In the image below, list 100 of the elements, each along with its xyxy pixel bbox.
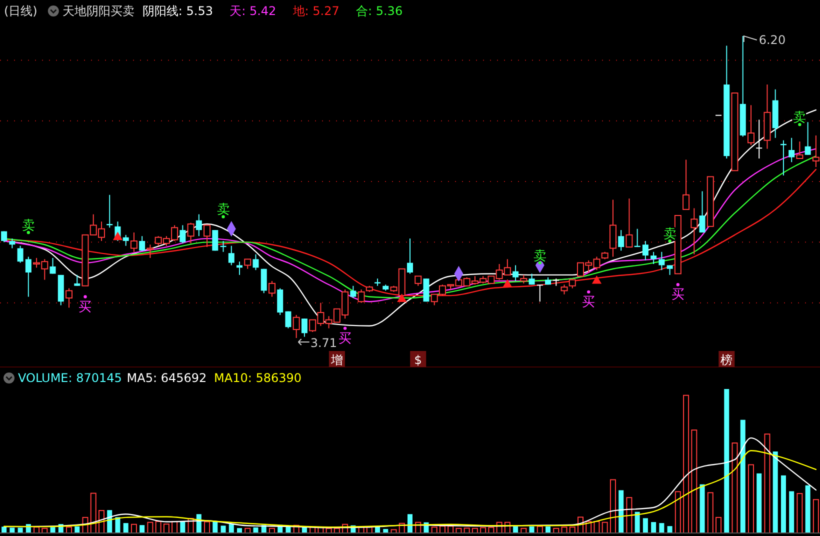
bar bbox=[408, 514, 412, 533]
chart-subtitle: 天地阴阳买卖 bbox=[62, 4, 134, 18]
bar bbox=[789, 491, 794, 533]
data-label: 买 bbox=[338, 331, 352, 346]
candlestick bbox=[292, 314, 300, 338]
bar bbox=[691, 430, 698, 534]
bar bbox=[724, 389, 730, 533]
bar bbox=[618, 490, 624, 533]
candlestick bbox=[788, 137, 795, 163]
candlestick bbox=[553, 278, 560, 286]
bar bbox=[805, 485, 810, 533]
bar bbox=[140, 525, 145, 533]
candlestick bbox=[285, 310, 292, 329]
bar bbox=[740, 420, 746, 533]
bar bbox=[642, 518, 648, 533]
candlestick bbox=[268, 280, 276, 298]
candlestick bbox=[9, 238, 16, 249]
bar bbox=[764, 434, 770, 534]
candlestick bbox=[244, 258, 252, 270]
data-label: 买 bbox=[671, 288, 684, 303]
candlestick bbox=[25, 256, 32, 298]
bar bbox=[707, 492, 714, 534]
data-label: 卖 bbox=[216, 202, 230, 218]
bar bbox=[123, 523, 128, 533]
text: 合: 5.36 bbox=[356, 4, 403, 18]
candlestick bbox=[690, 208, 698, 255]
text: 地: 5.27 bbox=[292, 4, 340, 18]
candlestick bbox=[666, 264, 673, 276]
candlestick bbox=[260, 268, 267, 294]
bar bbox=[772, 451, 778, 533]
candlestick bbox=[139, 236, 146, 252]
candlestick bbox=[277, 288, 284, 316]
bar bbox=[147, 522, 154, 534]
text: MA10: 586390 bbox=[214, 371, 302, 385]
bar bbox=[130, 524, 137, 534]
bar bbox=[812, 499, 819, 534]
bar bbox=[700, 484, 705, 533]
text: MA5: 645692 bbox=[126, 371, 207, 385]
bar bbox=[74, 526, 80, 533]
point bbox=[587, 290, 590, 294]
candlestick bbox=[407, 238, 413, 274]
annotation: 6.20 bbox=[758, 33, 786, 47]
bar bbox=[659, 523, 664, 533]
bar bbox=[115, 517, 120, 533]
candlestick bbox=[512, 264, 519, 282]
candlestick bbox=[252, 254, 259, 271]
text: 天: 5.42 bbox=[230, 4, 276, 18]
candlestick bbox=[560, 284, 568, 295]
candlestick bbox=[236, 261, 243, 276]
candlestick bbox=[50, 257, 56, 274]
candlestick bbox=[618, 230, 624, 252]
bar bbox=[667, 526, 672, 533]
text: 增 bbox=[330, 353, 343, 367]
candlestick bbox=[17, 245, 24, 264]
candlestick bbox=[414, 276, 422, 286]
point bbox=[84, 295, 87, 298]
bar bbox=[204, 521, 210, 534]
candlestick bbox=[536, 284, 543, 302]
candlestick bbox=[699, 190, 706, 233]
bar bbox=[683, 394, 690, 534]
bar bbox=[237, 528, 242, 533]
candlestick bbox=[642, 240, 648, 261]
bar bbox=[546, 526, 551, 533]
point bbox=[676, 283, 680, 286]
candlestick bbox=[626, 198, 633, 248]
candlestick bbox=[658, 251, 665, 271]
candlestick bbox=[187, 222, 194, 244]
text: $ bbox=[414, 353, 422, 367]
candlestick bbox=[196, 214, 202, 237]
bar bbox=[716, 516, 722, 534]
bar bbox=[602, 522, 608, 534]
annotation: 3.71 bbox=[310, 336, 338, 350]
data-label: 买 bbox=[78, 300, 92, 315]
candlestick bbox=[747, 104, 754, 146]
candlestick bbox=[228, 245, 234, 266]
candlestick bbox=[146, 244, 154, 258]
candlestick bbox=[350, 285, 356, 298]
bar bbox=[163, 524, 170, 534]
text: 阴阳线: 5.53 bbox=[142, 4, 213, 18]
bar bbox=[756, 473, 762, 533]
candlestick bbox=[568, 278, 576, 289]
candlestick bbox=[130, 232, 138, 252]
bar bbox=[796, 493, 803, 534]
candlestick bbox=[804, 122, 811, 156]
candlestick bbox=[796, 141, 804, 159]
candlestick bbox=[66, 288, 73, 308]
bar bbox=[748, 464, 754, 534]
point bbox=[343, 326, 347, 330]
candlestick bbox=[74, 274, 80, 286]
text: 榜 bbox=[720, 353, 733, 367]
bar bbox=[780, 475, 786, 533]
chart-title: (日线) bbox=[4, 4, 38, 18]
text: VOLUME: 870145 bbox=[18, 371, 122, 385]
bar bbox=[212, 521, 218, 533]
bar bbox=[674, 491, 681, 534]
candlestick bbox=[358, 288, 365, 304]
bar bbox=[18, 528, 23, 533]
candlestick bbox=[204, 224, 211, 248]
point bbox=[397, 294, 407, 302]
point bbox=[112, 232, 123, 240]
